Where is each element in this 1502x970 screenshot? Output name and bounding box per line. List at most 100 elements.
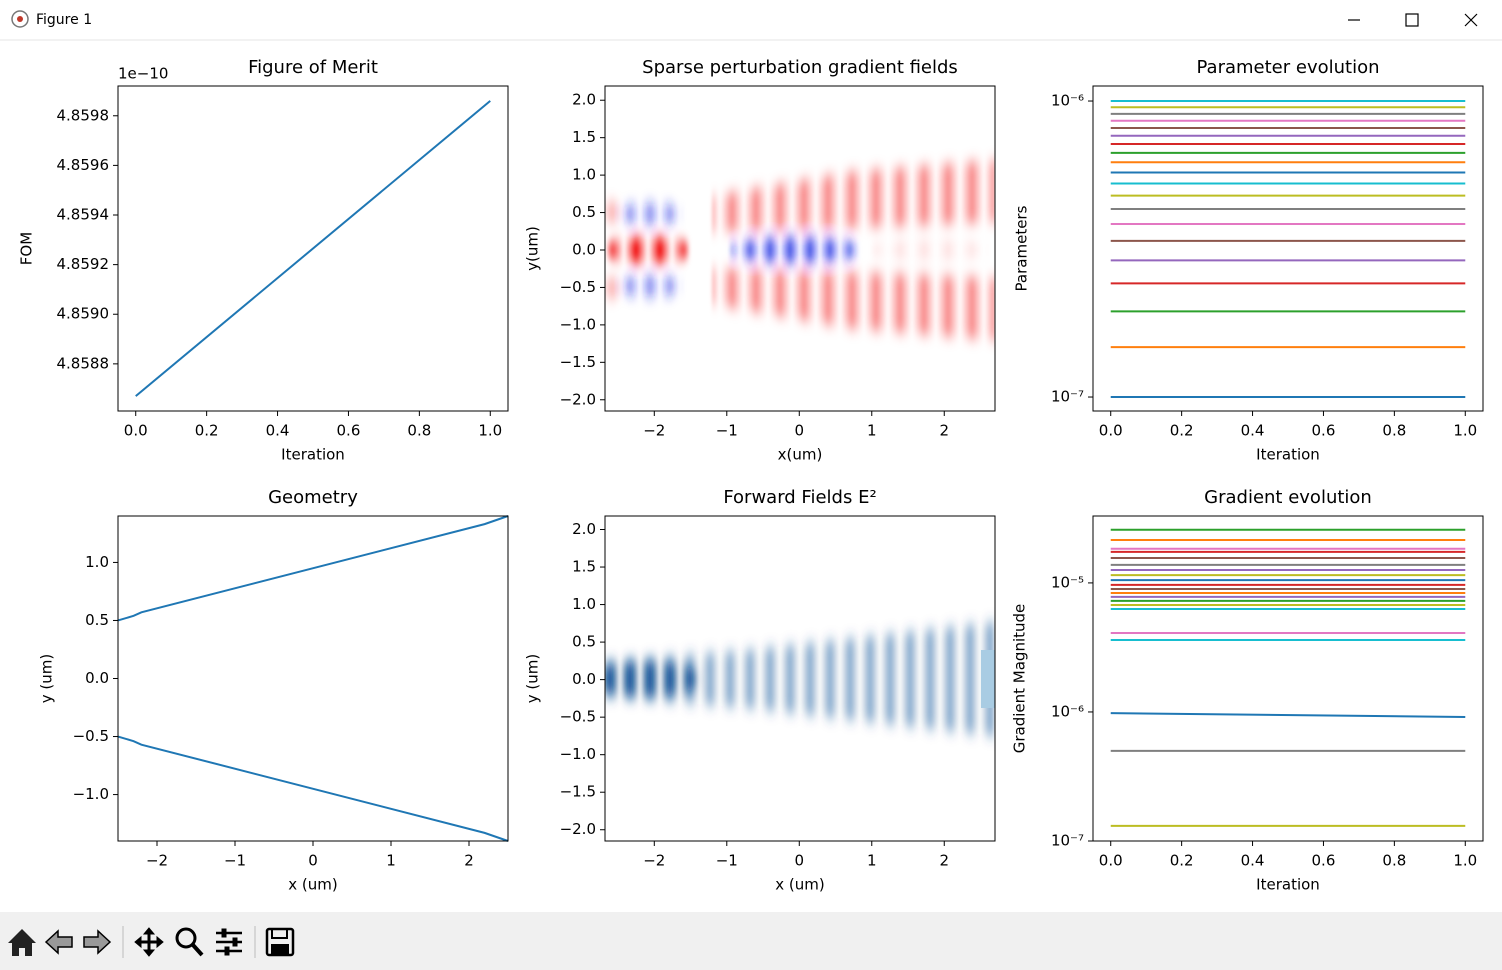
y-tick-label: −2.0 bbox=[560, 390, 596, 408]
x-tick-label: 1.0 bbox=[478, 422, 502, 440]
toolbar bbox=[0, 912, 1502, 970]
axes-frame bbox=[117, 85, 509, 412]
x-tick-label: 0.0 bbox=[1099, 852, 1123, 870]
forward-field-image bbox=[605, 622, 995, 736]
x-tick-label: 2 bbox=[464, 852, 474, 870]
chart-title: Geometry bbox=[268, 487, 358, 508]
y-tick-label: 10⁻⁷ bbox=[1051, 388, 1084, 406]
y-axis-label: Gradient Magnitude bbox=[1011, 604, 1029, 754]
y-tick-label: 4.8596 bbox=[57, 156, 110, 174]
y-tick-label: 2.0 bbox=[572, 520, 596, 538]
x-axis-label: Iteration bbox=[1256, 876, 1320, 894]
back-button[interactable] bbox=[44, 929, 73, 955]
x-tick-label: 1.0 bbox=[1453, 852, 1477, 870]
x-tick-label: 0.4 bbox=[1241, 422, 1265, 440]
x-tick-label: 0 bbox=[308, 852, 318, 870]
x-axis-label: Iteration bbox=[281, 446, 345, 464]
y-tick-label: −0.5 bbox=[560, 278, 596, 296]
x-tick-label: −1 bbox=[224, 852, 246, 870]
x-tick-label: 0.4 bbox=[266, 422, 290, 440]
x-tick-label: −2 bbox=[146, 852, 168, 870]
chart-title: Gradient evolution bbox=[1204, 487, 1372, 508]
title-bar bbox=[0, 0, 1502, 40]
close-button[interactable] bbox=[1464, 13, 1478, 27]
x-tick-label: 1.0 bbox=[1453, 422, 1477, 440]
y-tick-label: 10⁻⁶ bbox=[1051, 92, 1084, 110]
x-tick-label: 2 bbox=[939, 852, 949, 870]
y-tick-label: −1.5 bbox=[560, 783, 596, 801]
y-tick-label: −1.0 bbox=[73, 785, 109, 803]
y-tick-label: 1.0 bbox=[572, 595, 596, 613]
x-tick-label: 1 bbox=[386, 852, 396, 870]
y-tick-label: 0.5 bbox=[572, 633, 596, 651]
y-tick-label: 1.0 bbox=[572, 166, 596, 184]
y-tick-label: −0.5 bbox=[560, 708, 596, 726]
chart-title: Parameter evolution bbox=[1197, 57, 1380, 78]
y-tick-label: −0.5 bbox=[73, 727, 109, 745]
gradient-field-image bbox=[605, 160, 995, 340]
axes-frame bbox=[117, 515, 509, 842]
series-line bbox=[135, 100, 491, 397]
x-tick-label: −1 bbox=[716, 852, 738, 870]
y-tick-label: 0.0 bbox=[572, 670, 596, 688]
y-tick-label: 0.5 bbox=[572, 203, 596, 221]
x-tick-label: −2 bbox=[643, 852, 665, 870]
y-tick-label: 4.8598 bbox=[57, 106, 110, 124]
y-tick-label: −1.0 bbox=[560, 315, 596, 333]
x-tick-label: 0.2 bbox=[1170, 852, 1194, 870]
x-tick-label: 0.6 bbox=[337, 422, 361, 440]
x-tick-label: 0.0 bbox=[1099, 422, 1123, 440]
app-icon bbox=[11, 10, 29, 28]
y-tick-label: 0.0 bbox=[85, 669, 109, 687]
y-axis-label: Parameters bbox=[1013, 205, 1031, 291]
x-tick-label: 0.2 bbox=[195, 422, 219, 440]
x-tick-label: −2 bbox=[643, 422, 665, 440]
home-button[interactable] bbox=[8, 929, 36, 956]
y-tick-label: 1.5 bbox=[572, 128, 596, 146]
y-offset-text: 1e−10 bbox=[118, 65, 168, 83]
y-tick-label: 1.0 bbox=[85, 553, 109, 571]
y-tick-label: 10⁻⁶ bbox=[1051, 702, 1084, 720]
x-axis-label: x(um) bbox=[778, 446, 823, 464]
y-tick-label: 10⁻⁷ bbox=[1051, 832, 1084, 850]
y-tick-label: 0.0 bbox=[572, 240, 596, 258]
y-tick-label: −2.0 bbox=[560, 820, 596, 838]
save-button[interactable] bbox=[265, 927, 295, 957]
x-tick-label: 0.6 bbox=[1312, 422, 1336, 440]
x-tick-label: 0.8 bbox=[1382, 852, 1406, 870]
y-tick-label: −1.5 bbox=[560, 353, 596, 371]
x-tick-label: 0.6 bbox=[1312, 852, 1336, 870]
y-axis-label: y (um) bbox=[524, 654, 542, 703]
axes-frame bbox=[1092, 515, 1484, 842]
x-tick-label: 0.8 bbox=[1382, 422, 1406, 440]
x-tick-label: 0.8 bbox=[407, 422, 431, 440]
x-tick-label: 1 bbox=[867, 422, 877, 440]
x-tick-label: 0.0 bbox=[124, 422, 148, 440]
series-line bbox=[117, 735, 509, 842]
x-axis-label: Iteration bbox=[1256, 446, 1320, 464]
axes-frame bbox=[604, 515, 996, 842]
y-tick-label: 1.5 bbox=[572, 558, 596, 576]
chart-title: Figure of Merit bbox=[248, 57, 378, 78]
y-tick-label: 0.5 bbox=[85, 611, 109, 629]
y-tick-label: 2.0 bbox=[572, 91, 596, 109]
y-tick-label: 10⁻⁵ bbox=[1051, 573, 1084, 591]
configure-button[interactable] bbox=[216, 928, 242, 956]
x-tick-label: 0 bbox=[795, 852, 805, 870]
zoom-button[interactable] bbox=[175, 927, 204, 957]
pan-button[interactable] bbox=[134, 927, 164, 957]
axes-frame bbox=[1092, 85, 1484, 412]
maximize-button[interactable] bbox=[1405, 13, 1419, 27]
y-tick-label: −1.0 bbox=[560, 745, 596, 763]
y-axis-label: FOM bbox=[18, 232, 36, 265]
x-tick-label: 1 bbox=[867, 852, 877, 870]
x-axis-label: x (um) bbox=[775, 876, 824, 894]
forward-button[interactable] bbox=[83, 929, 112, 955]
x-tick-label: 0.4 bbox=[1241, 852, 1265, 870]
series-line bbox=[117, 515, 509, 622]
x-tick-label: −1 bbox=[716, 422, 738, 440]
y-axis-label: y (um) bbox=[38, 654, 56, 703]
y-axis-label: y(um) bbox=[524, 226, 542, 271]
x-tick-label: 0.2 bbox=[1170, 422, 1194, 440]
